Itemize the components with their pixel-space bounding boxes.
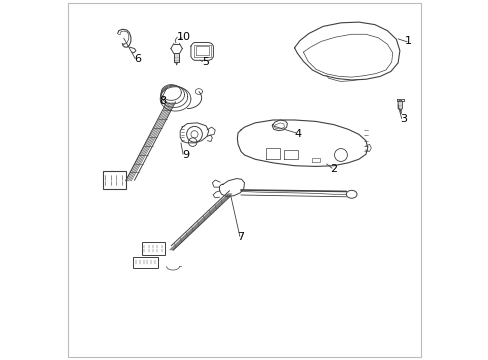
Text: 3: 3 [399,114,406,124]
Text: 5: 5 [201,57,208,67]
Text: 2: 2 [329,164,337,174]
Text: 1: 1 [405,36,411,46]
Text: 4: 4 [294,129,301,139]
FancyBboxPatch shape [102,171,125,189]
FancyBboxPatch shape [133,257,158,268]
Text: 8: 8 [159,96,165,107]
Text: 10: 10 [176,32,190,42]
Text: 6: 6 [134,54,141,64]
Text: 7: 7 [237,232,244,242]
Text: 9: 9 [182,150,189,160]
FancyBboxPatch shape [142,242,165,255]
Ellipse shape [346,190,356,198]
